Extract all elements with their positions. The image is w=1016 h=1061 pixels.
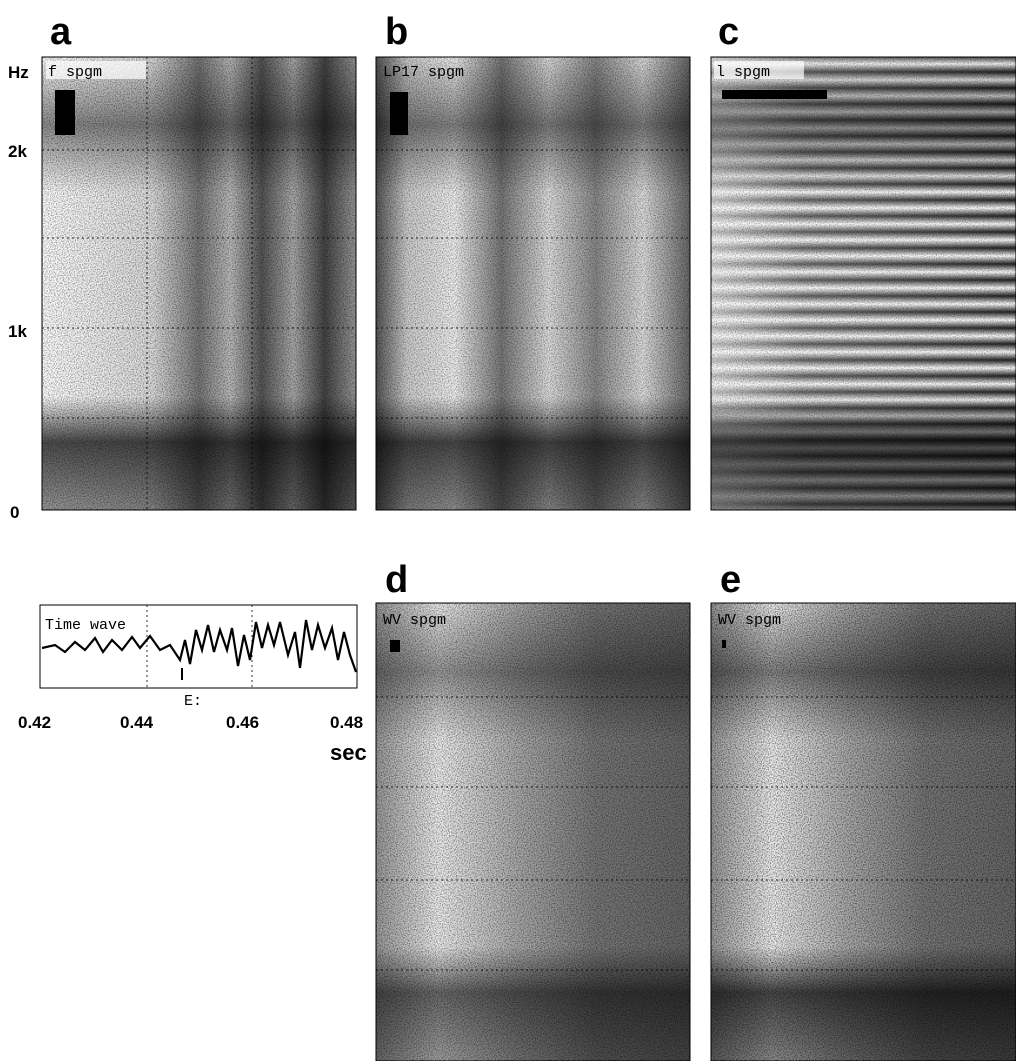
frame <box>375 56 691 511</box>
time-label: 0.48 <box>330 713 363 732</box>
axis-label: 2k <box>8 142 27 161</box>
texture <box>376 57 690 510</box>
panel-letter: d <box>385 559 408 601</box>
frame <box>375 602 691 1061</box>
time-wave: Time wave E: 0.42 0.44 0.46 0.48 sec <box>18 604 367 765</box>
panel-d: WV spgm d <box>375 559 691 1061</box>
panel-letter: b <box>385 11 408 53</box>
time-label: 0.44 <box>120 713 154 732</box>
panel-c: l spgm c <box>710 11 1016 511</box>
window-marker <box>55 90 75 135</box>
waveform <box>41 619 358 673</box>
time-label: 0.42 <box>18 713 51 732</box>
grid <box>376 696 690 971</box>
texture <box>711 57 1016 510</box>
window-marker <box>390 92 408 135</box>
panel-title: WV spgm <box>383 612 446 629</box>
marker-label: E: <box>184 693 202 710</box>
time-label: 0.46 <box>226 713 259 732</box>
frame <box>710 602 1016 1061</box>
label-bg <box>46 61 146 79</box>
axis-label: 0 <box>10 503 19 522</box>
window-marker <box>722 640 726 648</box>
panel-letter: e <box>720 559 741 601</box>
label-bg <box>714 61 804 79</box>
texture <box>376 603 690 1061</box>
wave-title: Time wave <box>45 617 126 634</box>
window-marker <box>722 90 827 99</box>
grid <box>42 57 356 510</box>
panel-a: f spgm a <box>41 11 357 511</box>
panel-title: WV spgm <box>718 612 781 629</box>
grid <box>376 149 690 419</box>
time-unit: sec <box>330 740 367 765</box>
frame <box>39 604 358 689</box>
panel-title: f spgm <box>48 64 102 81</box>
texture <box>711 603 1016 1061</box>
axis-label: 1k <box>8 322 27 341</box>
panel-b: LP17 spgm b <box>375 11 691 511</box>
panel-e: WV spgm e <box>710 559 1016 1061</box>
axis-unit: Hz <box>8 63 29 82</box>
panel-title: l spgm <box>716 64 770 81</box>
frame <box>710 56 1016 511</box>
panel-title: LP17 spgm <box>383 64 464 81</box>
grid <box>711 696 1016 971</box>
window-marker <box>390 640 400 652</box>
panel-letter: c <box>718 11 739 53</box>
frame <box>41 56 357 511</box>
texture <box>42 57 356 510</box>
panel-letter: a <box>50 11 72 53</box>
